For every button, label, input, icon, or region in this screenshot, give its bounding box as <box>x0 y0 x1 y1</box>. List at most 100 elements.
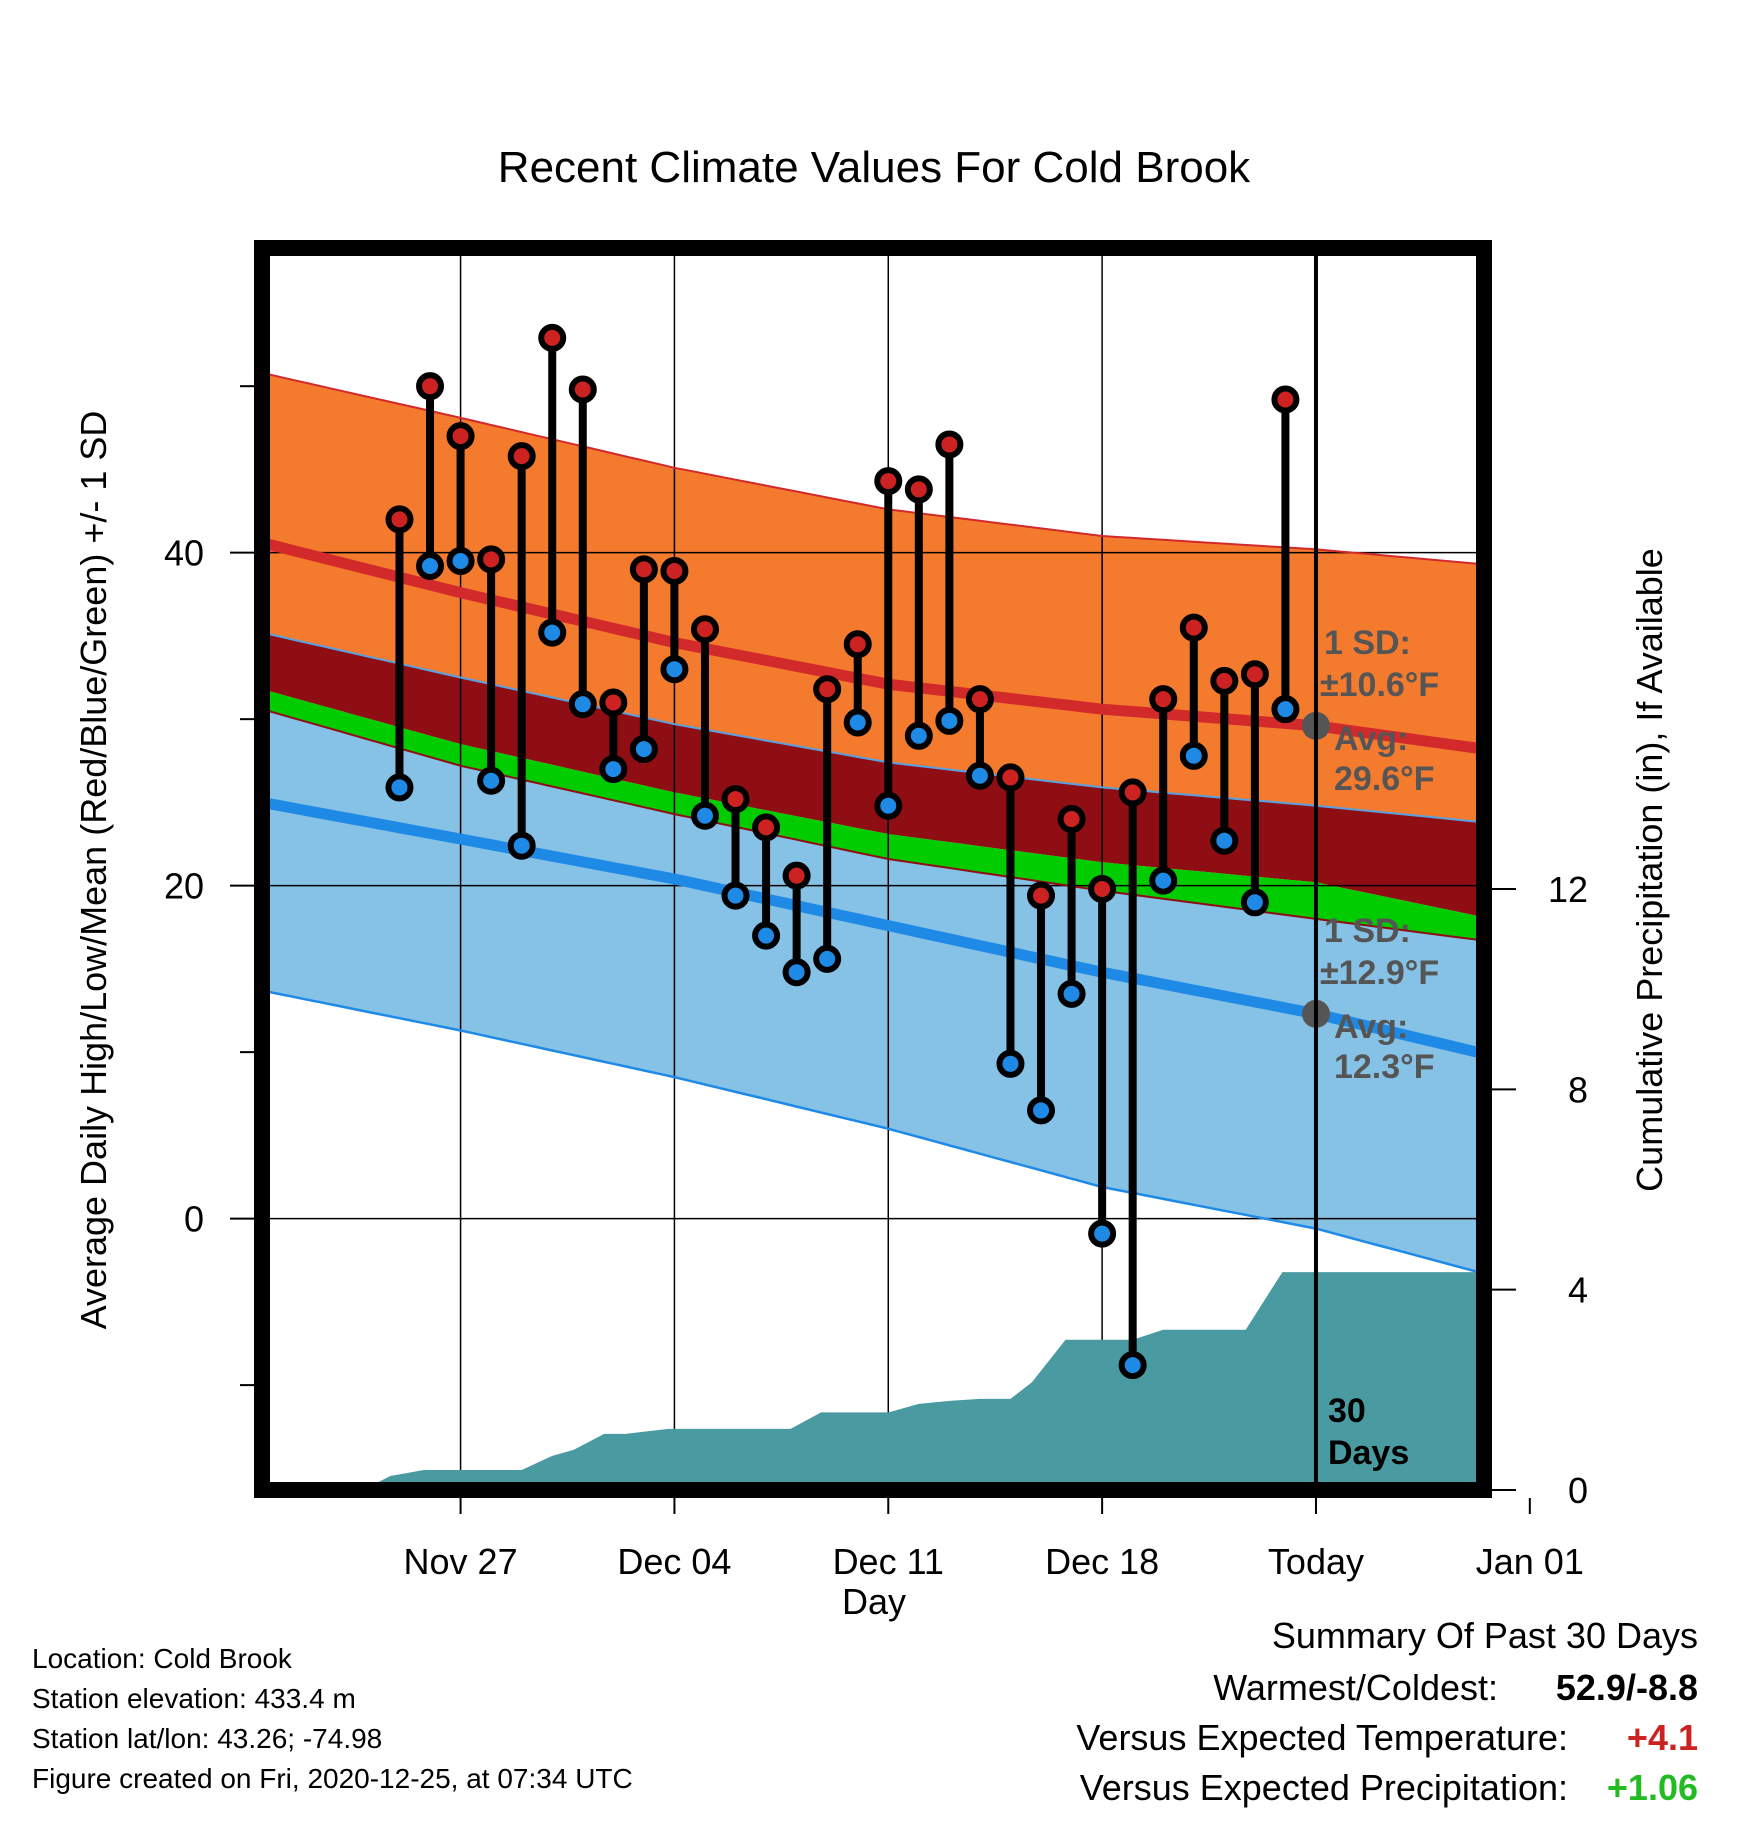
low-sd-band <box>262 709 1484 1274</box>
low-point <box>1118 1351 1147 1380</box>
station-info: Location: Cold Brook Station elevation: … <box>32 1643 633 1794</box>
x-tick-label: Nov 27 <box>404 1541 518 1582</box>
high-point <box>996 763 1025 792</box>
avg-value: 12.3°F <box>1334 1048 1435 1086</box>
low-point <box>1088 1219 1117 1248</box>
y-tick-label: 40 <box>164 533 204 574</box>
low-lower-line <box>262 989 1484 1275</box>
low-point <box>1179 741 1208 770</box>
low-point <box>874 791 903 820</box>
summary-temp-value: +4.1 <box>1627 1717 1698 1758</box>
high-point <box>813 675 842 704</box>
sd-label: 1 SD: <box>1324 912 1411 950</box>
low-point <box>1210 826 1239 855</box>
x-tick-label: Today <box>1268 1541 1364 1582</box>
low-point <box>782 958 811 987</box>
plot-frame <box>254 240 1492 1498</box>
sd-value: ±10.6°F <box>1320 666 1439 704</box>
chart-title: Recent Climate Values For Cold Brook <box>498 143 1251 192</box>
high-point <box>507 442 536 471</box>
y2-tick-label: 4 <box>1568 1270 1588 1311</box>
summary-precip-value: +1.06 <box>1607 1767 1698 1808</box>
high-point <box>1149 685 1178 714</box>
low-point <box>965 761 994 790</box>
y2-tick-label: 8 <box>1568 1069 1588 1110</box>
high-point <box>416 372 445 401</box>
low-point <box>660 655 689 684</box>
footer-location: Location: Cold Brook <box>32 1643 293 1674</box>
high-point <box>1179 613 1208 642</box>
low-point <box>1027 1096 1056 1125</box>
y-axis-title: Average Daily High/Low/Mean (Red/Blue/Gr… <box>73 411 114 1330</box>
high-point <box>538 323 567 352</box>
high-point <box>904 475 933 504</box>
high-normal-line <box>262 537 1484 755</box>
x-tick-label: Dec 18 <box>1045 1541 1159 1582</box>
low-point <box>1271 695 1300 724</box>
low-point <box>416 551 445 580</box>
high-point <box>965 685 994 714</box>
high-point <box>385 505 414 534</box>
sd-value: ±12.9°F <box>1320 954 1439 992</box>
mean-lower-line <box>262 708 1484 942</box>
avg-value: 29.6°F <box>1334 760 1435 798</box>
summary-panel: Summary Of Past 30 Days Warmest/Coldest:… <box>1076 1615 1698 1808</box>
grid-lines <box>262 248 1484 1490</box>
summary-warmest-coldest-value: 52.9/-8.8 <box>1556 1667 1698 1708</box>
summary-heading: Summary Of Past 30 Days <box>1272 1615 1698 1656</box>
low-normal-line <box>262 796 1484 1060</box>
normal-lines <box>262 371 1484 1275</box>
axes: Nov 27 Dec 04 Dec 11 Dec 18 Today Jan 0102040… <box>164 385 1588 1582</box>
low-point <box>629 735 658 764</box>
low-point <box>599 755 628 784</box>
high-point <box>568 375 597 404</box>
low-point <box>1149 866 1178 895</box>
x-tick-label: Dec 04 <box>617 1541 731 1582</box>
y-tick-label: 20 <box>164 866 204 907</box>
high-point <box>690 615 719 644</box>
high-point <box>1240 660 1269 689</box>
high-point <box>1210 666 1239 695</box>
high-point <box>599 688 628 717</box>
low-point <box>568 690 597 719</box>
summary-temp-label: Versus Expected Temperature: <box>1076 1717 1568 1758</box>
y2-tick-label: 0 <box>1568 1470 1588 1511</box>
y2-tick-label: 12 <box>1548 869 1588 910</box>
today-line: 30 Days <box>1313 248 1409 1490</box>
footer-elevation: Station elevation: 433.4 m <box>32 1683 356 1714</box>
high-upper-line <box>262 371 1484 566</box>
high-point <box>629 555 658 584</box>
low-point <box>813 944 842 973</box>
high-point <box>1088 874 1117 903</box>
overlap-band <box>262 632 1484 918</box>
footer-created: Figure created on Fri, 2020-12-25, at 07… <box>32 1763 633 1794</box>
low-point <box>446 546 475 575</box>
sd-label: 1 SD: <box>1324 624 1411 662</box>
low-point <box>507 831 536 860</box>
low-point <box>385 773 414 802</box>
avg-label: Avg: <box>1334 720 1408 758</box>
footer-latlon: Station lat/lon: 43.26; -74.98 <box>32 1723 382 1754</box>
today-days-label: Days <box>1328 1434 1409 1472</box>
normal-bands <box>262 372 1484 1274</box>
high-point <box>660 556 689 585</box>
low-point <box>752 921 781 950</box>
low-point <box>1240 888 1269 917</box>
low-point <box>690 801 719 830</box>
low-point <box>538 618 567 647</box>
mean-sd-band <box>262 689 1484 941</box>
summary-warmest-coldest-label: Warmest/Coldest: <box>1213 1667 1498 1708</box>
high-point <box>752 813 781 842</box>
low-point <box>477 766 506 795</box>
high-point <box>446 422 475 451</box>
high-point <box>721 785 750 814</box>
precip-area <box>362 1272 1484 1490</box>
low-point <box>935 706 964 735</box>
x-tick-label: Jan 01 <box>1476 1541 1584 1582</box>
precipitation-area <box>362 1272 1484 1490</box>
high-point <box>843 630 872 659</box>
y2-axis-title: Cumulative Precipitation (in), If Availa… <box>1629 548 1670 1192</box>
low-point <box>904 721 933 750</box>
